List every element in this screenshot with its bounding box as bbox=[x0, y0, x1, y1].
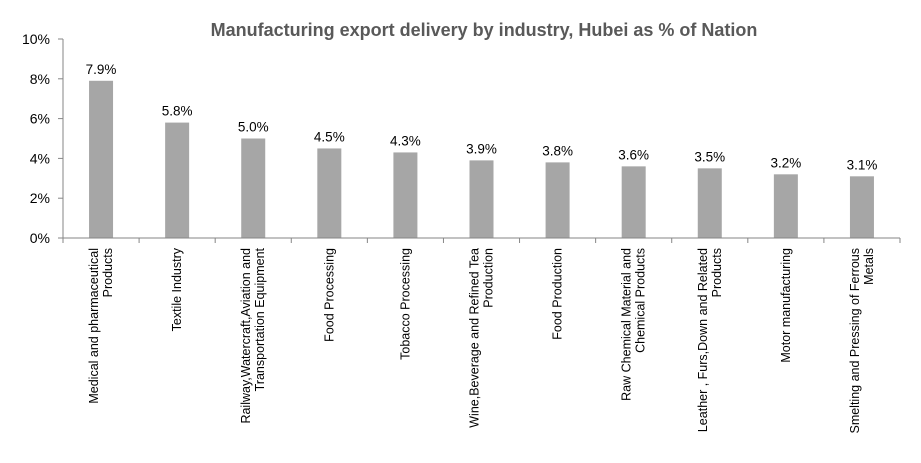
data-label: 3.6% bbox=[618, 147, 649, 162]
bar bbox=[89, 80, 114, 238]
x-axis: Medical and pharmaceuticalProducts Textil… bbox=[62, 237, 901, 434]
bar bbox=[545, 162, 570, 238]
y-tick-label: 0% bbox=[30, 230, 50, 246]
x-tick-label: Leather , Furs,Down and RelatedProducts bbox=[696, 248, 724, 432]
x-tick-label: Raw Chemical Material andChemical Produc… bbox=[620, 248, 648, 401]
data-label: 3.1% bbox=[847, 157, 878, 172]
bars-group: 7.9% 5.8% 5.0% 4.5% 4.3% 3.9% 3.8% 3.6% 3.5% 3.2%… bbox=[86, 62, 878, 238]
bar bbox=[317, 148, 342, 238]
bar bbox=[165, 122, 190, 238]
data-label: 5.8% bbox=[162, 104, 193, 119]
y-axis: 0% 2% 4% 6% 8% 10% bbox=[22, 31, 64, 246]
x-tick-label: Smelting and Pressing of FerrousMetals bbox=[848, 248, 876, 434]
chart-title: Manufacturing export delivery by industr… bbox=[211, 20, 758, 40]
y-tick-label: 4% bbox=[30, 150, 50, 166]
x-tick-label: Tobacco Processing bbox=[398, 248, 412, 360]
data-label: 3.9% bbox=[466, 141, 497, 156]
x-tick-label: Motor manufacturing bbox=[779, 248, 793, 363]
x-tick-label: Food Processing bbox=[322, 248, 336, 342]
data-label: 7.9% bbox=[86, 62, 117, 77]
bar bbox=[773, 174, 798, 238]
y-tick-label: 2% bbox=[30, 190, 50, 206]
data-label: 4.3% bbox=[390, 133, 421, 148]
x-tick-label: Railway,Watercraft,Aviation andTransport… bbox=[239, 247, 267, 423]
x-tick-label: Wine,Beverage and Refined TeaProduction bbox=[468, 248, 496, 428]
data-label: 4.5% bbox=[314, 129, 345, 144]
y-tick-label: 6% bbox=[30, 111, 50, 127]
bar bbox=[697, 168, 722, 238]
bar bbox=[241, 138, 266, 238]
bar bbox=[469, 160, 494, 238]
bar bbox=[393, 152, 418, 238]
data-label: 3.8% bbox=[542, 143, 573, 158]
x-tick-label: Food Production bbox=[551, 248, 565, 340]
x-tick-label: Textile Industry bbox=[170, 247, 184, 331]
data-label: 3.2% bbox=[770, 155, 801, 170]
data-label: 5.0% bbox=[238, 120, 269, 135]
bar bbox=[621, 166, 646, 238]
data-label: 3.5% bbox=[694, 149, 725, 164]
y-tick-label: 10% bbox=[22, 31, 50, 47]
y-tick-label: 8% bbox=[30, 71, 50, 87]
x-tick-label: Medical and pharmaceuticalProducts bbox=[87, 248, 115, 404]
bar bbox=[849, 176, 874, 238]
